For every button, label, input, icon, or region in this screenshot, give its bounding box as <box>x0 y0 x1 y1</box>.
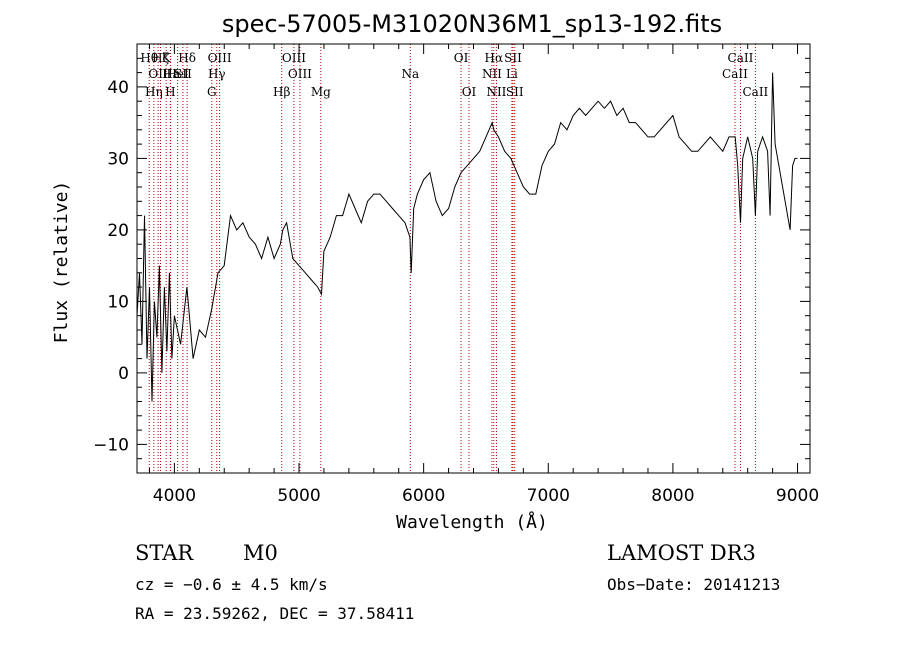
line-label: K <box>162 51 172 65</box>
line-label: Hζ <box>152 51 169 65</box>
line-label: OII <box>148 67 168 81</box>
line-label: Hε <box>162 67 179 81</box>
x-axis-label: Wavelength (Å) <box>396 511 548 533</box>
line-label: Hα <box>485 51 504 65</box>
line-label: Hθ <box>140 51 158 65</box>
x-tick-label: 5000 <box>277 486 320 506</box>
line-label: Mg <box>311 85 331 99</box>
line-label: OIII <box>208 51 232 65</box>
line-label: SII <box>506 85 524 99</box>
line-label: SII <box>504 51 522 65</box>
plot-frame <box>136 43 811 474</box>
line-label: Hη <box>145 85 163 99</box>
line-label: OIII <box>282 51 306 65</box>
y-tick-label: 30 <box>107 149 129 169</box>
x-axis-ticks: 4000 5000 6000 7000 8000 9000 <box>148 44 819 506</box>
line-label: CaII <box>742 85 768 99</box>
line-label: Hβ <box>273 85 290 99</box>
x-tick-label: 8000 <box>651 486 694 506</box>
line-label: NII <box>486 85 506 99</box>
x-tick-label: 6000 <box>402 486 445 506</box>
y-axis-ticks: −10 0 10 20 30 40 <box>93 43 810 474</box>
y-tick-label: 40 <box>107 78 129 98</box>
line-label: NII <box>482 67 502 81</box>
y-axis-label: Flux (relative) <box>51 181 72 344</box>
y-tick-label: 10 <box>107 292 129 312</box>
x-tick-label: 7000 <box>527 486 570 506</box>
line-label: OIII <box>288 67 312 81</box>
line-label: SII <box>174 67 192 81</box>
y-tick-label: 20 <box>107 221 129 241</box>
x-tick-label: 9000 <box>776 486 819 506</box>
line-label: Na <box>401 67 419 81</box>
line-label: CaII <box>722 67 748 81</box>
line-label: Li <box>506 67 518 81</box>
line-label: Hδ <box>178 51 196 65</box>
line-label: H <box>165 85 175 99</box>
chart-title: spec-57005-M31020N36M1_sp13-192.fits <box>222 10 722 38</box>
observation-date: Obs−Date: 20141213 <box>607 575 780 594</box>
coordinates: RA = 23.59262, DEC = 37.58411 <box>135 604 414 623</box>
spectral-line-markers <box>148 44 756 473</box>
line-label: G <box>207 85 217 99</box>
y-tick-label: 0 <box>118 364 129 384</box>
line-label: Hγ <box>208 67 226 81</box>
object-subclass: M0 <box>243 541 278 565</box>
spectrum-line <box>136 72 798 402</box>
line-label: OI <box>462 85 477 99</box>
line-label: CaII <box>728 51 754 65</box>
line-label: HeI <box>166 67 189 81</box>
x-tick-label: 4000 <box>153 486 196 506</box>
y-tick-label: −10 <box>93 435 129 455</box>
object-class: STAR <box>135 541 194 565</box>
line-label: OI <box>454 51 469 65</box>
spectral-line-labels: HθHηOIIHζKHHεHeISIIHδGHγOIIIHβOIIIOIIIMg… <box>140 51 768 99</box>
redshift-cz: cz = −0.6 ± 4.5 km/s <box>135 575 328 594</box>
survey-name: LAMOST DR3 <box>607 541 756 565</box>
